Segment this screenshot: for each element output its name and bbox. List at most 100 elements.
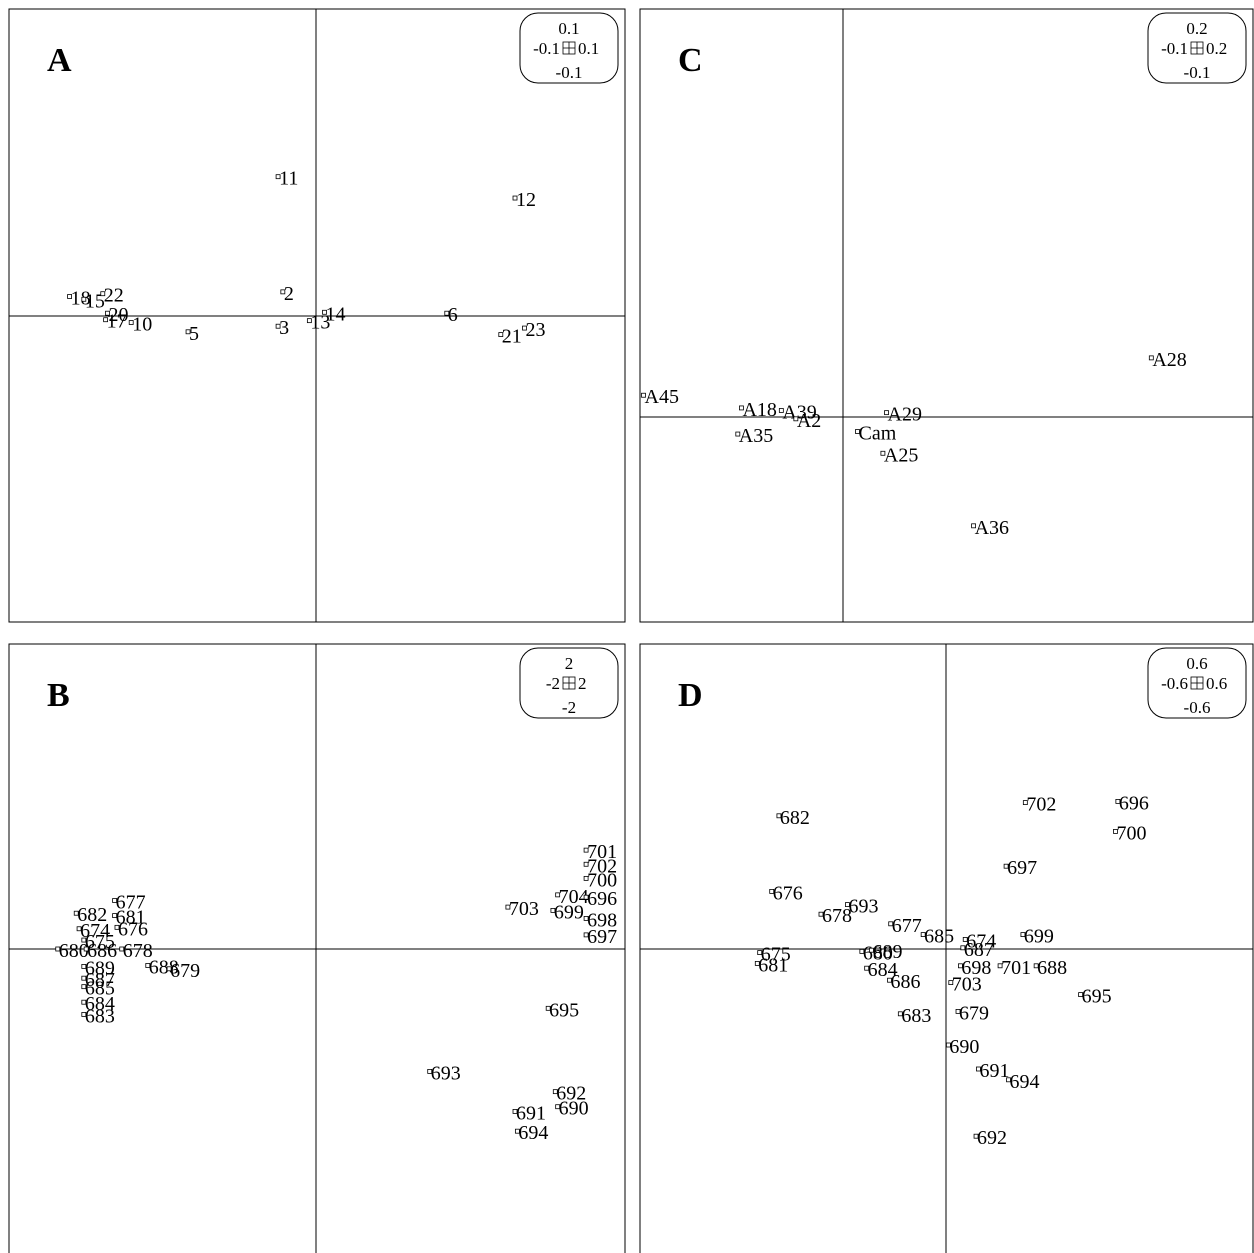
data-point	[583, 932, 589, 938]
point-label: 681	[758, 954, 788, 976]
data-point	[73, 910, 79, 916]
scale-top-label: 0.2	[1186, 19, 1207, 38]
point-label: 685	[85, 978, 115, 1000]
data-point	[306, 318, 312, 324]
point-label: 10	[132, 314, 152, 336]
point-label: 702	[587, 855, 617, 877]
data-point	[739, 405, 744, 411]
point-label: A35	[739, 425, 773, 447]
point-label: 690	[559, 1098, 589, 1120]
scale-right-label: 0.2	[1206, 39, 1227, 58]
data-point	[545, 1005, 551, 1011]
data-point	[81, 1012, 87, 1017]
data-point	[444, 310, 450, 316]
data-point	[583, 894, 589, 900]
point-label: 695	[1082, 986, 1112, 1008]
data-point	[887, 977, 892, 983]
point-label: 697	[587, 926, 617, 948]
point-label: 683	[901, 1005, 931, 1027]
data-point	[81, 984, 87, 990]
data-point	[166, 966, 172, 972]
point-label: 694	[1010, 1071, 1040, 1093]
data-point	[960, 945, 966, 951]
point-label: A45	[645, 386, 679, 408]
point-label: 682	[77, 904, 107, 926]
panel-letter: B	[47, 677, 70, 714]
point-label: 686	[87, 940, 117, 962]
data-point	[498, 332, 504, 337]
point-label: 12	[516, 189, 536, 211]
point-label: 22	[104, 285, 124, 307]
panel-letter: C	[678, 42, 703, 79]
data-point	[776, 813, 782, 819]
data-point	[67, 294, 72, 299]
data-point	[81, 964, 87, 969]
data-point	[112, 898, 118, 903]
data-point	[818, 911, 824, 917]
scale-bottom-label: -0.1	[1184, 63, 1211, 82]
data-point	[114, 924, 120, 930]
point-label: 684	[868, 959, 898, 981]
data-point	[112, 913, 118, 918]
scale-bottom-label: -2	[562, 698, 576, 717]
point-label: 684	[85, 993, 115, 1015]
point-label: 689	[85, 957, 115, 979]
data-point	[81, 975, 87, 981]
data-point	[514, 1128, 520, 1134]
data-point	[757, 950, 763, 955]
data-point	[552, 1089, 558, 1095]
point-label: Cam	[859, 423, 897, 445]
data-point	[735, 431, 741, 437]
data-point	[864, 965, 870, 971]
point-label: 688	[149, 956, 179, 978]
data-point	[512, 1109, 518, 1114]
point-label: 680	[59, 940, 89, 962]
point-label: 678	[822, 905, 852, 927]
data-point	[583, 916, 589, 921]
data-point	[958, 963, 963, 969]
data-point	[522, 325, 527, 331]
scale-left-label: -2	[546, 674, 560, 693]
data-point	[769, 889, 775, 894]
data-point	[897, 1011, 903, 1017]
point-label: A36	[975, 517, 1009, 539]
point-label: 681	[116, 907, 146, 929]
point-label: 697	[1007, 857, 1037, 879]
data-point	[583, 875, 589, 881]
point-label: 689	[872, 941, 902, 963]
point-label: 688	[1037, 957, 1067, 979]
data-point	[884, 410, 889, 416]
point-label: 678	[123, 940, 153, 962]
data-point	[103, 317, 109, 323]
point-label: 23	[525, 319, 545, 341]
data-point	[888, 921, 894, 927]
point-label: 683	[85, 1005, 115, 1027]
data-point	[948, 980, 954, 985]
point-label: 682	[780, 807, 810, 829]
data-point	[76, 926, 82, 932]
point-label: 694	[518, 1122, 548, 1144]
point-label: A29	[888, 404, 922, 426]
scale-bottom-label: -0.1	[556, 63, 583, 82]
data-point	[1113, 829, 1118, 834]
data-point	[81, 999, 87, 1005]
point-label: 679	[959, 1002, 989, 1024]
point-label: 674	[80, 920, 110, 942]
scale-left-label: -0.1	[533, 39, 560, 58]
point-label: 702	[1026, 794, 1056, 816]
data-point	[555, 892, 561, 898]
scale-bottom-label: -0.6	[1184, 698, 1211, 717]
data-point	[793, 416, 799, 422]
data-point	[1148, 355, 1154, 361]
point-label: 15	[85, 290, 105, 312]
point-label: 698	[961, 957, 991, 979]
point-label: 677	[892, 915, 922, 937]
data-point	[1006, 1077, 1011, 1083]
data-point	[955, 1009, 961, 1014]
point-label: 691	[516, 1102, 546, 1124]
data-point	[641, 392, 646, 398]
